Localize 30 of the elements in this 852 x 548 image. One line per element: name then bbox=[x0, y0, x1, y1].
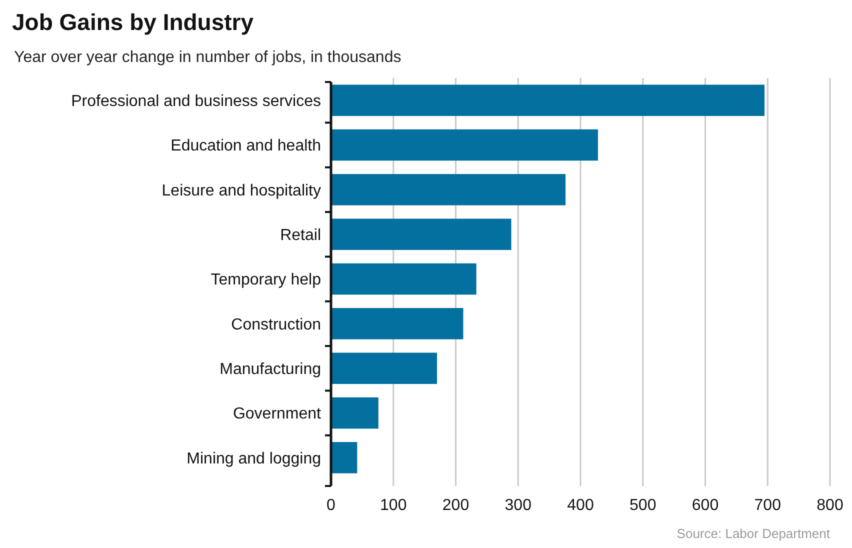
y-tick-label: Education and health bbox=[170, 138, 321, 155]
bar bbox=[331, 129, 598, 161]
text: Job Gains by Industry bbox=[12, 9, 254, 35]
y-tick-label: Mining and logging bbox=[186, 450, 321, 468]
x-tick-label: 700 bbox=[754, 497, 782, 514]
bar bbox=[331, 218, 512, 250]
bar bbox=[331, 442, 358, 474]
y-tick-label: Temporary help bbox=[210, 272, 322, 289]
y-tick-label: Manufacturing bbox=[220, 360, 321, 378]
y-tick-label: Retail bbox=[280, 226, 321, 244]
bar bbox=[331, 308, 464, 340]
y-tick-label: Leisure and hospitality bbox=[162, 182, 321, 200]
bar bbox=[331, 263, 476, 295]
source-note: Source: Labor Department bbox=[676, 526, 830, 541]
x-tick-label: 400 bbox=[567, 497, 594, 514]
x-tick-label: 800 bbox=[816, 497, 844, 514]
y-tick-label: Construction bbox=[231, 316, 321, 334]
x-tick-label: 500 bbox=[630, 497, 656, 514]
chart-subtitle: Year over year change in number of jobs, in thousands bbox=[14, 49, 402, 66]
x-tick-label: 600 bbox=[692, 497, 719, 514]
bar bbox=[331, 174, 566, 206]
bar bbox=[331, 84, 765, 116]
x-tick-label: 300 bbox=[504, 497, 532, 514]
y-tick-label: Government bbox=[232, 406, 322, 423]
x-tick-label: 0 bbox=[326, 497, 336, 514]
bar bbox=[331, 352, 438, 384]
y-tick-label: Professional and business services bbox=[71, 92, 321, 110]
x-tick-label: 100 bbox=[380, 497, 407, 514]
x-tick-label: 200 bbox=[442, 497, 470, 514]
bar bbox=[331, 397, 378, 429]
